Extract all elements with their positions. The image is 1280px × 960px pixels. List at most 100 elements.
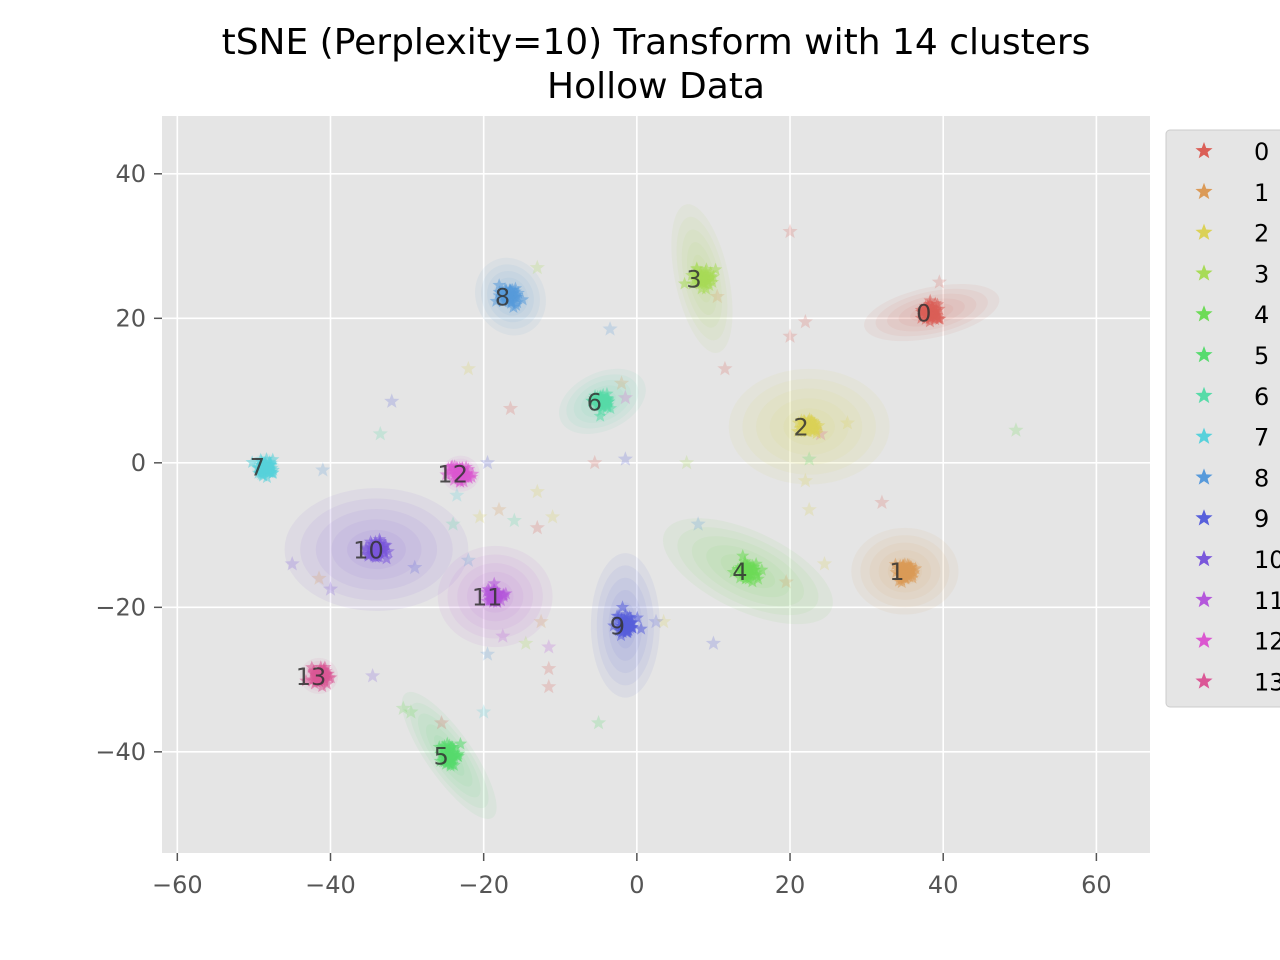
cluster-point (708, 262, 723, 276)
outlier-point-2 (529, 483, 545, 499)
cluster-point (308, 676, 322, 690)
cluster-label-9: 9 (610, 612, 625, 640)
cluster-points-1 (888, 557, 923, 589)
outlier-point-1 (533, 613, 549, 629)
y-tick-label: 0 (131, 449, 146, 477)
outlier-point-1 (613, 375, 630, 390)
cluster-point (510, 288, 524, 301)
outlier-point-0 (782, 328, 798, 343)
outlier-point-4 (395, 700, 411, 715)
outlier-point-10 (284, 555, 300, 571)
outlier-point-9 (384, 393, 400, 408)
cluster-point (452, 461, 467, 474)
outlier-point-3 (529, 259, 545, 275)
cluster-point (791, 415, 805, 429)
outlier-point-1 (709, 288, 725, 304)
outlier-point-2 (816, 555, 833, 571)
cluster-point (634, 621, 648, 635)
cluster-point (593, 409, 607, 422)
legend-label-12: 12 (1254, 628, 1280, 656)
outlier-point-0 (874, 494, 890, 510)
outlier-point-10 (322, 581, 339, 596)
cluster-point (805, 413, 819, 427)
chart-subtitle: Hollow Data (547, 66, 765, 107)
cluster-point (372, 541, 387, 555)
outlier-point-3 (518, 635, 534, 650)
x-tick-label: 0 (629, 871, 644, 899)
legend-marker-2 (1195, 223, 1213, 240)
outlier-point-0 (541, 660, 557, 676)
cluster-label-3: 3 (686, 266, 701, 294)
cluster-point (440, 755, 454, 768)
outlier-point-10 (365, 667, 381, 683)
cluster-point (245, 455, 259, 469)
cluster-point (361, 547, 375, 561)
outlier-point-9 (705, 635, 722, 650)
cluster-points-7 (245, 451, 280, 484)
outlier-point-0 (931, 274, 947, 289)
plot-background (162, 116, 1150, 853)
legend-marker-8 (1195, 468, 1213, 485)
cluster-point (492, 278, 506, 291)
cluster-label-2: 2 (794, 414, 809, 442)
cluster-point (705, 275, 720, 288)
outlier-points (284, 223, 1024, 730)
outlier-point-8 (602, 321, 618, 336)
cluster-point (318, 660, 332, 673)
outlier-point-5 (801, 451, 817, 466)
cluster-point (747, 563, 762, 576)
cluster-point (453, 468, 467, 482)
cluster-points-9 (607, 600, 648, 642)
legend-marker-1 (1195, 182, 1213, 200)
outlier-point-2 (472, 509, 488, 524)
cluster-label-13: 13 (296, 663, 327, 691)
cluster-label-10: 10 (353, 537, 384, 565)
y-tick-label: −40 (95, 738, 146, 766)
cluster-point (257, 461, 271, 475)
cluster-point (677, 276, 692, 290)
outlier-point-1 (311, 570, 327, 585)
cluster-point (510, 295, 524, 309)
x-tick-label: −60 (152, 871, 203, 899)
outlier-point-2 (839, 415, 856, 430)
cluster-point (432, 740, 446, 753)
x-tick-label: 20 (775, 871, 806, 899)
y-tick-label: −20 (95, 593, 146, 621)
cluster-point (745, 574, 760, 588)
cluster-point (596, 387, 610, 401)
cluster-point (373, 534, 387, 548)
outlier-point-8 (315, 462, 331, 477)
cluster-point (607, 618, 621, 632)
cluster-label-0: 0 (916, 300, 931, 328)
x-tick-label: 60 (1081, 871, 1112, 899)
legend-item-9: 9 (1195, 505, 1269, 533)
cluster-point (494, 593, 508, 607)
legend-label-3: 3 (1254, 260, 1269, 288)
cluster-point (320, 677, 334, 690)
legend-item-12: 12 (1195, 628, 1280, 656)
cluster-points-5 (432, 736, 468, 772)
legend-label-11: 11 (1254, 587, 1280, 615)
outlier-point-9 (407, 559, 423, 575)
outlier-point-0 (529, 519, 545, 535)
cluster-point (319, 664, 333, 678)
outlier-point-4 (403, 704, 419, 719)
cluster-label-8: 8 (495, 284, 510, 312)
outlier-point-7 (476, 704, 492, 719)
outlier-point-8 (460, 552, 476, 567)
outlier-point-6 (506, 512, 522, 528)
outlier-point-0 (717, 360, 733, 376)
cluster-point (888, 557, 903, 571)
cluster-point (440, 736, 454, 750)
legend-box (1165, 129, 1280, 708)
cluster-label-11: 11 (472, 583, 503, 611)
cluster-points-0 (914, 293, 947, 328)
cluster-point (736, 548, 750, 562)
legend-label-2: 2 (1254, 220, 1269, 248)
legend-label-13: 13 (1254, 668, 1280, 696)
grid-lines (162, 116, 1150, 853)
legend-marker-7 (1195, 427, 1213, 444)
cluster-points-13 (299, 660, 338, 693)
